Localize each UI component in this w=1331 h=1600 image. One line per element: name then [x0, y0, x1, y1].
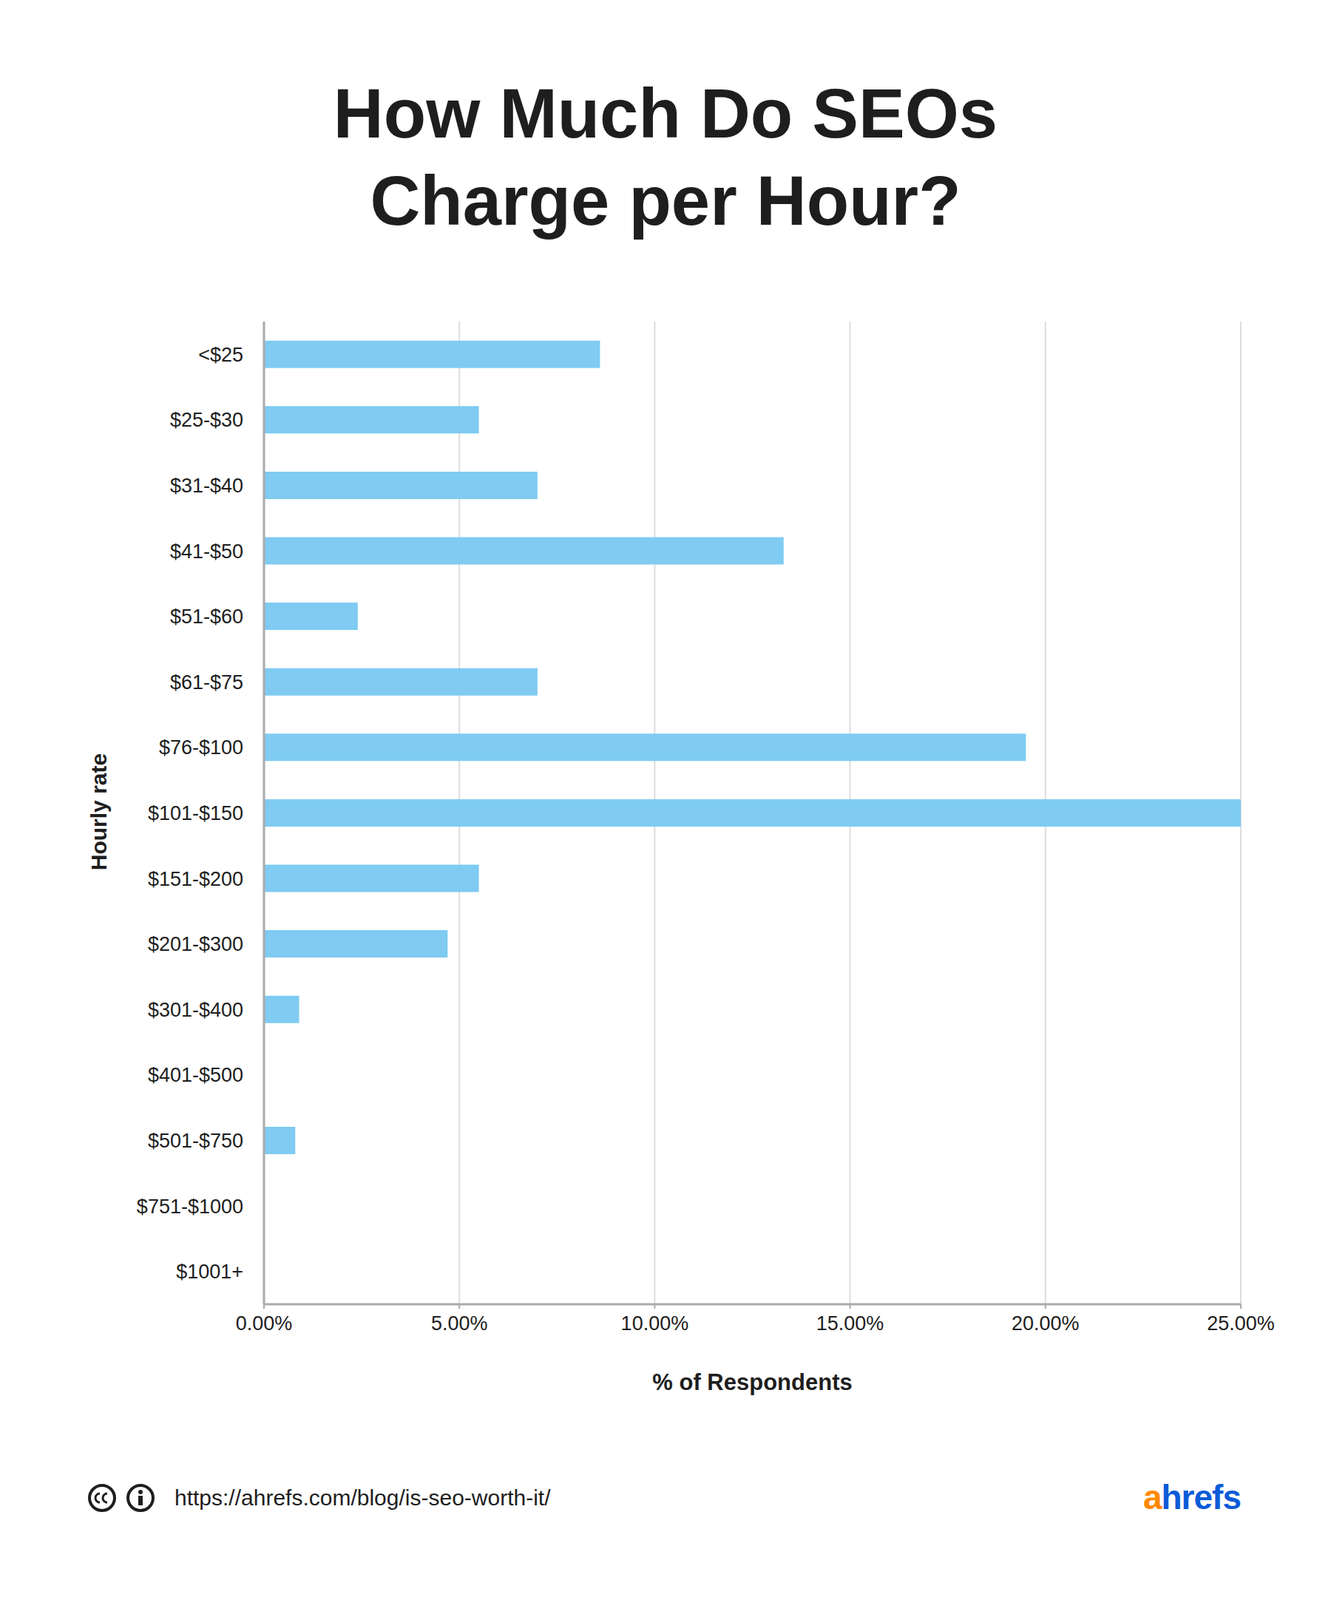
svg-text:$201-$300: $201-$300 [147, 933, 244, 956]
html-text:https://ahrefs.com/blog/is-seo: https://ahrefs.com/blog/is-seo-worth-it/ [174, 1485, 551, 1510]
svg-text:$501-$750: $501-$750 [147, 1129, 244, 1153]
html-text:a hrefs: a hrefs [1143, 1478, 1241, 1517]
svg-text:0.00%: 0.00% [235, 1312, 293, 1335]
svg-text:10.00%: 10.00% [621, 1312, 690, 1335]
svg-text:$751-$1000: $751-$1000 [136, 1195, 244, 1218]
svg-text:15.00%: 15.00% [816, 1312, 885, 1335]
svg-text:5.00%: 5.00% [431, 1312, 489, 1335]
svg-text:$151-$200: $151-$200 [147, 868, 244, 891]
svg-text:$301-$400: $301-$400 [147, 998, 244, 1022]
svg-text:$61-$75: $61-$75 [170, 671, 244, 694]
svg-text:$401-$500: $401-$500 [147, 1064, 244, 1087]
svg-text:$1001+: $1001+ [175, 1260, 244, 1283]
html-text:% of Respondents: % of Respondents [652, 1369, 853, 1396]
svg-text:<$25: <$25 [198, 343, 244, 367]
svg-text:$31-$40: $31-$40 [170, 474, 244, 497]
svg-text:$51-$60: $51-$60 [170, 605, 244, 628]
html-text:How Much Do SEOs Charge per Ho: How Much Do SEOs Charge per Hour? [333, 74, 998, 240]
svg-text:$101-$150: $101-$150 [147, 802, 244, 825]
svg-text:$41-$50: $41-$50 [170, 540, 244, 563]
svg-text:25.00%: 25.00% [1206, 1312, 1275, 1335]
svg-text:$25-$30: $25-$30 [170, 408, 244, 432]
svg-text:$76-$100: $76-$100 [158, 736, 244, 759]
svg-text:20.00%: 20.00% [1011, 1312, 1080, 1335]
html-text:Hourly rate: Hourly rate [86, 753, 111, 871]
